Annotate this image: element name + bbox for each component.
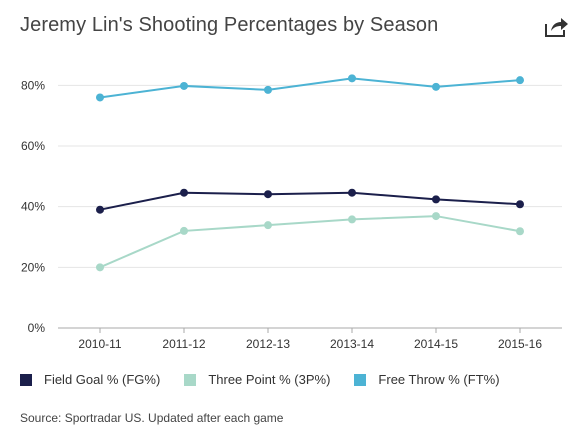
data-point-three (348, 215, 356, 224)
x-tick-label: 2010-11 (78, 337, 121, 351)
data-point-three (516, 227, 524, 236)
data-point-ft (264, 85, 272, 94)
data-point-fg (432, 195, 440, 204)
legend-item-3p[interactable]: Three Point % (3P%) (184, 372, 330, 387)
data-point-fg (180, 188, 188, 197)
y-tick-label: 20% (21, 260, 45, 274)
data-point-ft (348, 74, 356, 83)
data-point-ft (96, 93, 104, 102)
data-point-three (264, 221, 272, 230)
x-tick-label: 2013-14 (330, 337, 374, 351)
y-tick-label: 0% (28, 321, 46, 335)
y-tick-label: 80% (21, 78, 45, 92)
data-point-fg (264, 190, 272, 199)
data-point-fg (516, 200, 524, 209)
data-point-fg (96, 205, 104, 214)
x-tick-label: 2011-12 (162, 337, 205, 351)
y-tick-label: 60% (21, 139, 45, 153)
x-tick-label: 2015-16 (498, 337, 542, 351)
data-point-three (96, 263, 104, 272)
chart-title: Jeremy Lin's Shooting Percentages by Sea… (20, 14, 439, 36)
legend-label-ft: Free Throw % (FT%) (378, 372, 500, 387)
x-tick-label: 2014-15 (414, 337, 458, 351)
series-line-fg (99, 191, 521, 211)
legend-item-fg[interactable]: Field Goal % (FG%) (20, 372, 160, 387)
data-point-three (432, 212, 440, 221)
x-tick-label: 2012-13 (246, 337, 290, 351)
line-chart: 0% 20% 40% 60% 80% 2010-11 2011-12 2012-13 2013-… (21, 74, 562, 351)
data-point-ft (516, 76, 524, 85)
data-point-ft (180, 81, 188, 90)
legend-swatch-3p (184, 373, 197, 386)
data-point-ft (432, 82, 440, 91)
data-point-three (180, 226, 188, 235)
y-tick-label: 40% (21, 200, 45, 214)
legend-label-3p: Three Point % (3P%) (208, 372, 331, 387)
series-line-ft (99, 77, 521, 99)
share-icon[interactable] (543, 16, 569, 38)
legend-label-fg: Field Goal % (FG%) (44, 372, 161, 387)
legend-swatch-ft (354, 373, 367, 386)
legend-swatch-fg (20, 373, 32, 386)
legend: Field Goal % (FG%) Three Point % (3P%) F… (20, 372, 524, 387)
legend-item-ft[interactable]: Free Throw % (FT%) (354, 372, 500, 387)
data-point-fg (348, 188, 356, 197)
source-note: Source: Sportradar US. Updated after eac… (20, 411, 284, 425)
series-line-three (99, 215, 521, 269)
